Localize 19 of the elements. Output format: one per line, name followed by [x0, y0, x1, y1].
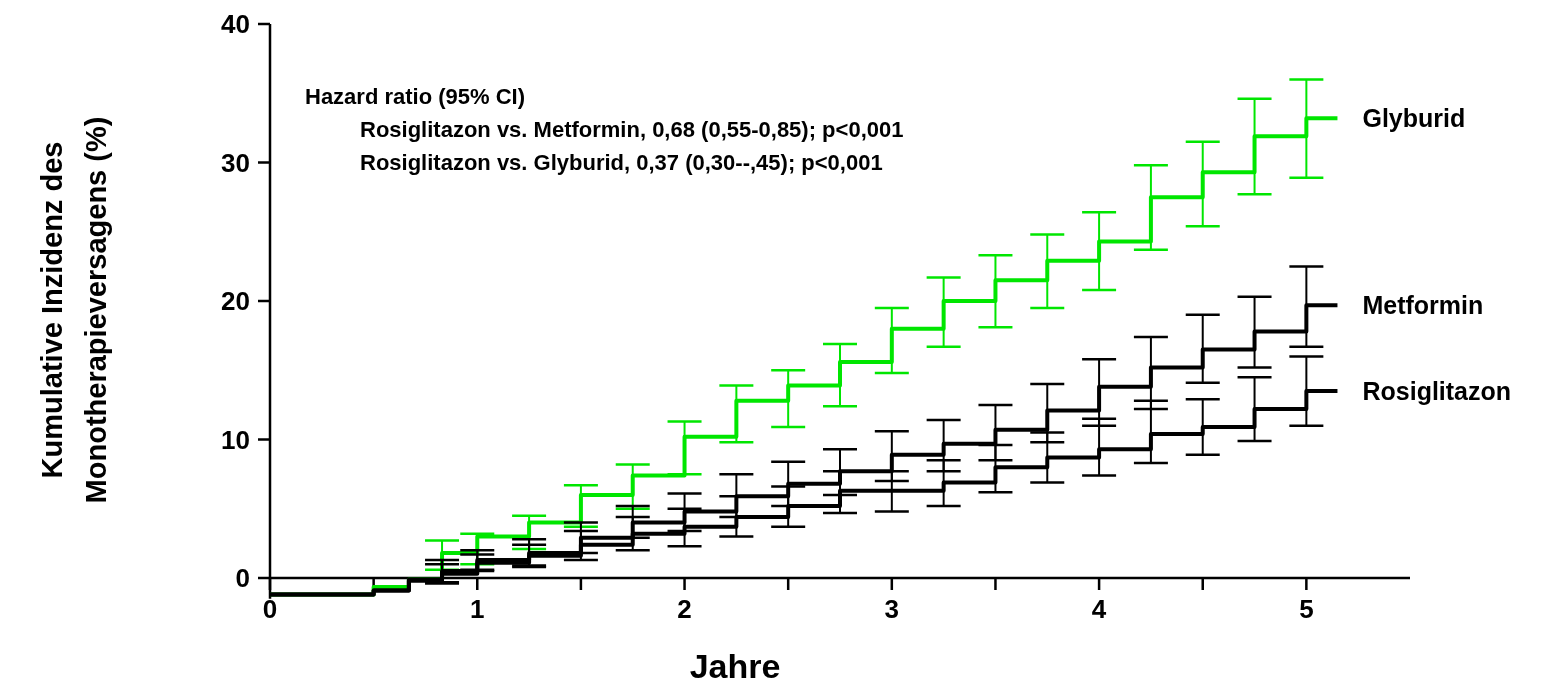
annotation: Rosiglitazon vs. Glyburid, 0,37 (0,30--,45); p<0,001: [360, 150, 883, 175]
annotation: Hazard ratio (95% CI): [305, 84, 526, 109]
y-axis-title: Kumulative Inzidenz des Monotherapieversagens (%): [36, 116, 112, 504]
x-axis-title: Jahre: [689, 647, 781, 685]
y-tick-label: 10: [221, 424, 250, 455]
y-tick-label: 0: [235, 563, 250, 594]
x-tick-label: 1: [470, 594, 485, 624]
series-label: Metformin: [1362, 290, 1484, 319]
x-tick-label: 0: [262, 594, 278, 624]
y-tick-label: 40: [221, 9, 250, 40]
y-tick-label: 30: [221, 147, 250, 178]
x-tick-label: 5: [1299, 594, 1314, 624]
x-tick-label: 2: [677, 594, 692, 624]
x-tick-label: 3: [884, 594, 900, 624]
y-tick-label: 20: [221, 286, 250, 317]
series-label: Glyburid: [1362, 103, 1466, 132]
x-tick-label: 4: [1091, 594, 1107, 624]
series-label: Rosiglitazon: [1362, 376, 1512, 405]
annotation: Rosiglitazon vs. Metformin, 0,68 (0,55-0,85); p<0,001: [360, 117, 904, 142]
